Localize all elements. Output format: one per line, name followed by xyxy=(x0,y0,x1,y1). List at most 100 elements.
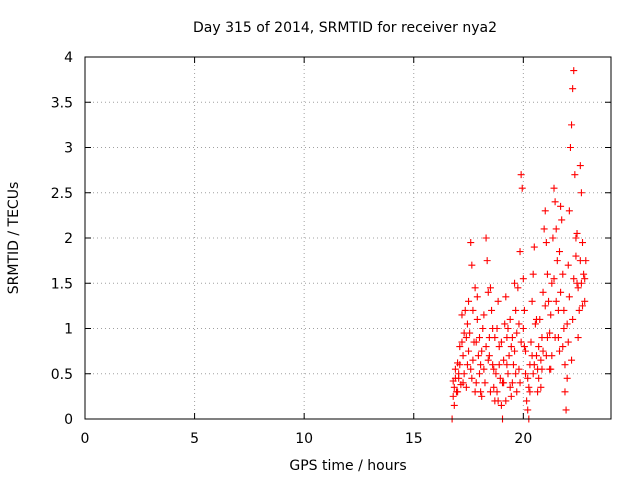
data-point xyxy=(454,388,462,396)
data-point xyxy=(560,306,568,314)
data-point xyxy=(469,356,477,364)
data-point xyxy=(551,198,559,206)
data-point xyxy=(462,383,470,391)
data-point xyxy=(484,288,492,296)
data-point xyxy=(494,397,502,405)
data-point xyxy=(450,401,458,409)
chart-title: Day 315 of 2014, SRMTID for receiver nya… xyxy=(193,20,497,36)
data-point xyxy=(534,388,542,396)
x-tick-label: 5 xyxy=(190,431,199,447)
data-point xyxy=(519,275,527,283)
data-point xyxy=(545,297,553,305)
data-point xyxy=(548,279,556,287)
data-point xyxy=(459,379,467,387)
data-point xyxy=(458,338,466,346)
data-point xyxy=(546,329,554,337)
data-point xyxy=(538,365,546,373)
data-point xyxy=(497,338,505,346)
data-point xyxy=(467,239,475,247)
data-point xyxy=(543,334,551,342)
data-point xyxy=(529,270,537,278)
data-point xyxy=(522,370,530,378)
data-point xyxy=(565,207,573,215)
x-tick-label: 0 xyxy=(81,431,90,447)
data-point xyxy=(562,406,570,414)
data-point xyxy=(507,392,515,400)
data-point xyxy=(532,315,540,323)
data-point xyxy=(517,171,525,179)
data-point xyxy=(482,343,490,351)
y-tick-label: 3 xyxy=(64,141,73,157)
data-point xyxy=(541,207,549,215)
data-point xyxy=(527,338,535,346)
data-point xyxy=(581,275,589,283)
data-point xyxy=(465,347,473,355)
data-point xyxy=(511,279,519,287)
data-point xyxy=(560,325,568,332)
data-point xyxy=(499,379,507,387)
data-point xyxy=(485,352,493,360)
data-point xyxy=(505,352,513,360)
data-point xyxy=(461,306,469,314)
data-point xyxy=(572,252,580,260)
data-point xyxy=(493,388,501,396)
y-tick-label: 0 xyxy=(64,412,73,428)
data-point xyxy=(559,270,567,278)
data-point xyxy=(483,257,491,265)
data-point xyxy=(550,184,558,192)
data-point xyxy=(476,370,483,378)
data-point xyxy=(576,162,584,170)
data-point xyxy=(557,202,565,210)
data-point xyxy=(550,275,558,283)
data-point xyxy=(451,365,459,373)
data-point xyxy=(561,388,569,396)
data-point xyxy=(542,239,550,247)
data-point xyxy=(494,297,502,305)
y-tick-label: 2 xyxy=(64,231,73,247)
y-tick-label: 4 xyxy=(64,50,73,66)
data-point xyxy=(523,397,531,405)
data-point xyxy=(451,374,459,382)
data-point xyxy=(513,388,521,396)
data-point xyxy=(480,365,488,373)
data-point xyxy=(517,338,525,346)
data-point xyxy=(514,284,522,292)
data-point xyxy=(540,225,548,233)
x-axis-label: GPS time / hours xyxy=(289,458,406,474)
data-point xyxy=(459,352,467,360)
data-point xyxy=(490,365,498,373)
plot-frame xyxy=(84,56,612,420)
data-point xyxy=(581,297,589,305)
y-tick-label: 1.5 xyxy=(51,276,73,292)
data-point xyxy=(564,338,572,346)
data-point xyxy=(530,243,538,251)
data-point xyxy=(492,370,500,378)
data-point xyxy=(535,343,543,351)
axis-ticks: 0 5 10 15 20 0 0.5 1 1.5 2 2.5 3 3.5 4 xyxy=(51,50,611,447)
data-point xyxy=(503,361,511,369)
data-point xyxy=(463,361,471,369)
data-point xyxy=(565,293,573,301)
data-point xyxy=(537,356,545,364)
data-point xyxy=(526,388,534,396)
data-point xyxy=(551,334,559,342)
data-points xyxy=(448,67,590,423)
data-point xyxy=(490,383,498,391)
data-point xyxy=(500,356,508,364)
data-point xyxy=(504,325,512,332)
data-point xyxy=(472,338,480,346)
data-point xyxy=(571,171,579,179)
data-point xyxy=(467,365,475,373)
y-tick-label: 2.5 xyxy=(51,186,73,202)
y-tick-label: 1 xyxy=(64,322,73,338)
x-tick-label: 20 xyxy=(514,431,532,447)
data-point xyxy=(519,325,527,332)
data-point xyxy=(449,392,457,400)
data-point xyxy=(574,334,582,342)
data-point xyxy=(486,388,494,396)
data-point xyxy=(486,284,494,292)
data-point xyxy=(520,306,528,314)
data-point xyxy=(552,225,560,233)
data-point xyxy=(577,279,585,287)
data-point xyxy=(579,302,587,310)
